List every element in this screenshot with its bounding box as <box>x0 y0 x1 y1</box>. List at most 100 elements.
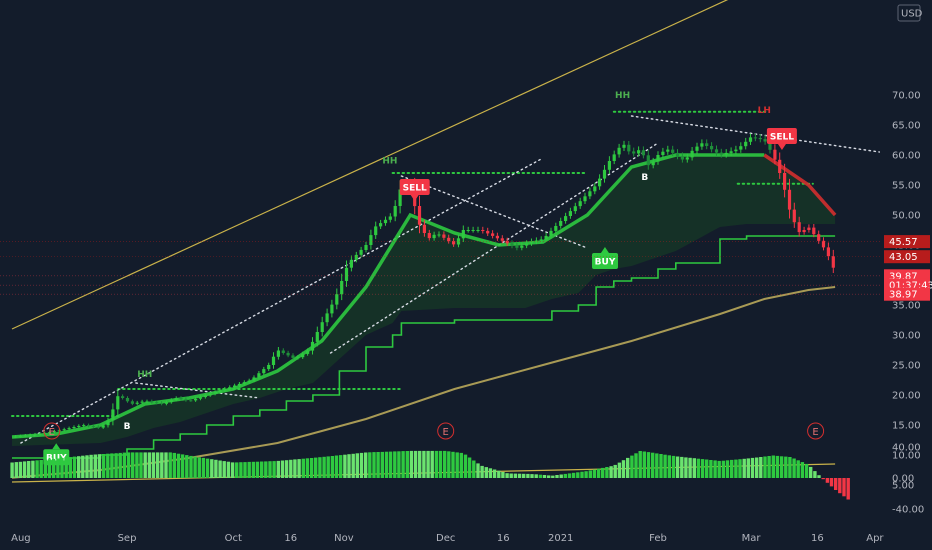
candle-body <box>768 141 772 150</box>
oscillator-bar <box>218 460 222 478</box>
oscillator-bar <box>438 450 443 478</box>
oscillator-bar <box>380 451 384 478</box>
candle-body <box>121 396 125 398</box>
candle-body <box>724 152 728 155</box>
oscillator-bar <box>172 452 176 478</box>
candle-body <box>792 209 796 223</box>
oscillator-bar <box>226 461 231 478</box>
oscillator-bar <box>651 452 655 478</box>
oscillator-bar <box>247 461 251 478</box>
oscillator-bar <box>829 478 834 487</box>
oscillator-bar <box>201 457 206 478</box>
oscillator-bar <box>314 457 318 478</box>
oscillator-bar <box>318 457 322 478</box>
oscillator-bar <box>197 457 201 478</box>
oscillator-bar <box>705 459 709 478</box>
candle-body <box>28 434 32 436</box>
candle-body <box>184 399 188 401</box>
oscillator-bar <box>139 452 143 478</box>
sell-signal-dec[interactable]: SELL <box>399 179 430 201</box>
candle-body <box>539 239 543 241</box>
resistance-line-dec <box>400 175 588 249</box>
oscillator-bar <box>796 460 800 478</box>
price-axis[interactable]: 70.0065.0060.0055.0050.0045.0040.0035.00… <box>0 4 932 492</box>
candle-body <box>685 157 689 160</box>
candle-body <box>310 341 315 351</box>
candle-body <box>695 146 699 151</box>
sell-signal-feb-box <box>766 128 797 144</box>
oscillator-bar <box>613 464 617 478</box>
time-tick-label: Sep <box>118 533 137 544</box>
price-tick-label: 60.00 <box>892 151 921 162</box>
earnings-marker-aug[interactable] <box>43 422 61 440</box>
candle-body <box>607 161 611 170</box>
candle-body <box>812 227 816 235</box>
earnings-marker-nov[interactable] <box>437 422 455 440</box>
candle-body <box>369 235 373 245</box>
oscillator-bar <box>413 450 418 478</box>
buy-signal-jan[interactable]: BUY <box>592 247 618 269</box>
candle-body <box>719 152 723 155</box>
oscillator-bar <box>22 461 27 478</box>
earnings-marker-aug-text: E <box>49 427 55 438</box>
level-tag-text: 43.05 <box>889 252 918 263</box>
candle-body <box>471 230 475 231</box>
oscillator-bar <box>339 455 343 478</box>
candle-body <box>442 234 446 238</box>
oscillator-tick-label: 0.00 <box>892 474 914 485</box>
oscillator-bar <box>692 458 696 478</box>
candle-body <box>286 352 290 356</box>
earnings-marker-feb-text: E <box>812 427 818 438</box>
candle-body <box>383 219 388 224</box>
hh-label-nov: HH <box>382 156 397 166</box>
candle-body <box>364 245 368 250</box>
last-price-tag-text: 39.87 <box>889 271 918 282</box>
oscillator-bar <box>451 451 455 478</box>
oscillator-bar <box>534 474 538 478</box>
oscillator-bar <box>401 451 405 478</box>
oscillator-bar <box>81 455 85 478</box>
oscillator-bar <box>347 454 351 478</box>
currency-box[interactable] <box>897 4 921 22</box>
candle-body <box>466 230 470 231</box>
oscillator-bar <box>809 466 813 478</box>
oscillator-bar <box>700 459 705 478</box>
candle-body <box>349 259 353 268</box>
candle-body <box>588 191 592 197</box>
oscillator-bar <box>27 461 31 478</box>
oscillator-bar <box>168 452 172 478</box>
oscillator-bar <box>147 452 152 478</box>
price-tick-label: 50.00 <box>892 211 921 222</box>
candle-body <box>564 216 568 221</box>
candle-body <box>646 155 650 166</box>
oscillator-bar <box>559 474 563 478</box>
candle-body <box>160 403 164 404</box>
candle-body <box>301 353 305 358</box>
oscillator-bar <box>784 456 788 478</box>
oscillator-bar <box>517 473 522 478</box>
candle-body <box>651 161 655 166</box>
candle-body <box>379 223 383 227</box>
candle-body <box>447 237 451 242</box>
oscillator-bar <box>509 473 513 478</box>
level-tag <box>884 250 930 264</box>
time-axis[interactable]: Aug Sep Oct 16 Nov Dec 16 2021 Feb Mar 16 Apr <box>11 533 884 544</box>
candle-body <box>744 141 748 147</box>
oscillator-bar <box>755 457 759 478</box>
oscillator-bar <box>422 450 426 478</box>
buy-signal-jan-pointer <box>600 247 609 253</box>
oscillator-bar <box>642 451 646 478</box>
candle-body <box>335 294 339 305</box>
candle-body <box>637 150 641 154</box>
candle-body <box>77 425 81 427</box>
sell-signal-feb[interactable]: SELL <box>766 128 797 150</box>
candle-body <box>520 245 524 248</box>
candle-body <box>476 230 480 231</box>
time-tick-label: Oct <box>225 533 242 544</box>
low-tag <box>884 287 930 301</box>
candle-body <box>116 396 120 410</box>
earnings-marker-feb[interactable] <box>807 422 825 440</box>
candle-body <box>500 238 504 241</box>
